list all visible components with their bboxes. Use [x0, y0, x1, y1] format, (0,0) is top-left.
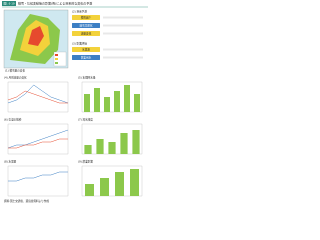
bar: [134, 94, 140, 112]
item: 農業用水: [81, 56, 92, 60]
item: 流量変化: [81, 32, 92, 36]
item: 水資源: [82, 48, 90, 52]
bar: [85, 184, 94, 196]
figure-label-bg: [2, 1, 16, 6]
plot-area: [7, 81, 69, 113]
item-bg: [72, 31, 100, 36]
chart-title: (7) 渇水頻度: [78, 118, 93, 122]
item-bar: [103, 56, 143, 59]
bar: [94, 88, 100, 112]
item: 融雪早期化: [80, 24, 93, 28]
footnote: 資料:国土交通省、環境省資料より作成: [4, 199, 49, 203]
box-heading: (2) 将来予測: [72, 10, 87, 14]
line: [7, 90, 68, 104]
bar: [108, 142, 116, 154]
chart-title: (4) 月別流量の変化: [4, 76, 27, 80]
chart-title: (6) 気温の推移: [4, 118, 22, 122]
title: 積雪・気候変動等の影響(例)による将来的な変化の予測: [18, 1, 92, 6]
chart-title: (5) 年間降水量: [78, 76, 96, 80]
bar: [132, 130, 140, 154]
map-caption: (1) 積雪量の変化: [5, 69, 25, 73]
bar: [100, 178, 109, 196]
bar: [124, 85, 130, 112]
bar: [114, 91, 120, 112]
item-bg: [72, 23, 100, 28]
line: [7, 129, 69, 149]
bar: [104, 97, 110, 112]
item-bar: [103, 48, 143, 51]
line: [8, 138, 68, 149]
plot-area: [7, 123, 69, 155]
item-bg: [72, 47, 100, 52]
line: [8, 171, 68, 182]
figure-label: 図1-3-19: [3, 2, 14, 6]
page: 図1-3-19 積雪・気候変動等の影響(例)による将来的な変化の予測 (1) 積…: [0, 0, 150, 205]
plot-area: [7, 165, 69, 197]
bar: [130, 169, 139, 196]
chart-title: (9) 農業影響: [78, 160, 93, 164]
bar: [115, 172, 124, 196]
box-heading: (3) 影響評価: [72, 42, 87, 46]
item-bg: [72, 55, 100, 60]
bar: [84, 94, 90, 112]
line: [7, 84, 69, 104]
document: 図1-3-19 積雪・気候変動等の影響(例)による将来的な変化の予測 (1) 積…: [2, 1, 148, 203]
bar: [84, 145, 92, 154]
plot-area: [81, 81, 143, 113]
item-bar: [103, 16, 143, 19]
bar: [96, 139, 104, 154]
item-bg: [72, 15, 100, 20]
map: [3, 9, 69, 69]
item-bar: [103, 32, 143, 35]
item-bar: [103, 24, 143, 27]
item: 積雪減少: [81, 16, 92, 20]
chart-title: (8) 水需要: [4, 160, 17, 164]
bar: [120, 133, 128, 154]
